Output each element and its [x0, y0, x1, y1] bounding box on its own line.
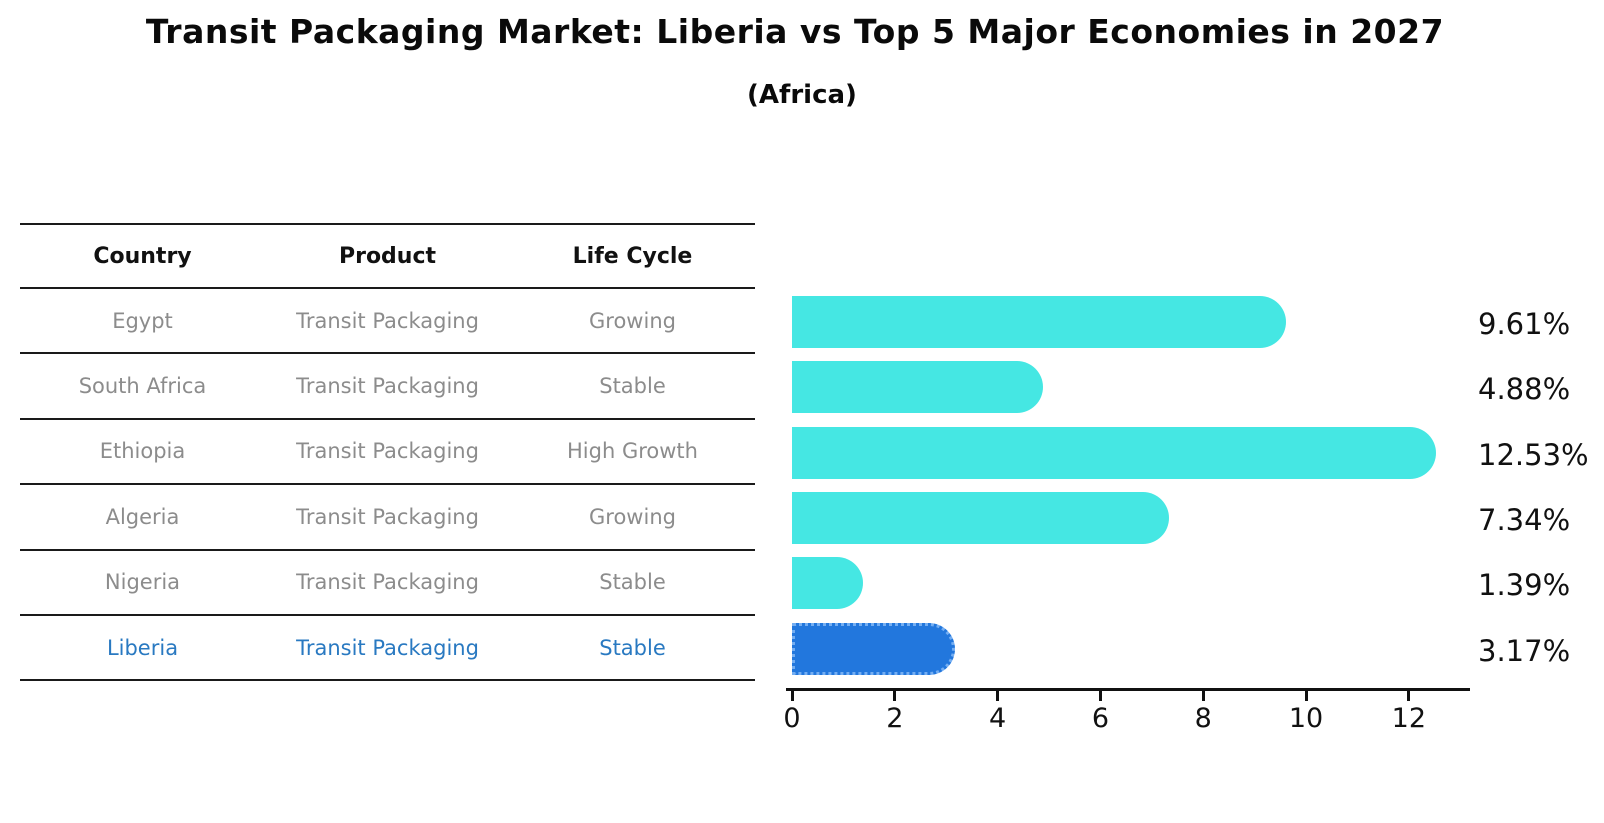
- cell-life-cycle: Stable: [599, 635, 666, 660]
- x-axis-tick: [1098, 691, 1102, 701]
- cell-country: Nigeria: [104, 570, 181, 595]
- table-row-algeria: Algeria Transit Packaging Growing: [20, 485, 755, 551]
- bar-value-label-ethiopia: 12.53%: [1478, 437, 1589, 472]
- table-header-product: Product: [338, 243, 437, 269]
- bar-value-label-nigeria: 1.39%: [1478, 568, 1571, 603]
- cell-country: South Africa: [78, 374, 207, 399]
- x-axis-line: [786, 688, 1470, 691]
- x-axis-tick: [790, 691, 794, 701]
- cell-product: Transit Packaging: [296, 635, 479, 660]
- x-axis-tick-label: 12: [1391, 703, 1426, 734]
- cell-product: Transit Packaging: [296, 439, 479, 464]
- cell-product: Transit Packaging: [296, 570, 479, 595]
- table-row-ethiopia: Ethiopia Transit Packaging High Growth: [20, 420, 755, 486]
- cell-life-cycle: Growing: [589, 504, 676, 529]
- bar-plot: [792, 289, 1470, 682]
- table-row-nigeria: Nigeria Transit Packaging Stable: [20, 551, 755, 616]
- x-axis-tick-label: 10: [1288, 703, 1324, 734]
- x-axis-tick-label: 2: [886, 703, 904, 734]
- x-axis-tick-label: 0: [783, 703, 801, 734]
- table-header-life-cycle: Life Cycle: [572, 243, 693, 269]
- cell-country: Ethiopia: [99, 439, 186, 464]
- bar-value-label-south-africa: 4.88%: [1478, 372, 1571, 407]
- x-axis-tick-label: 8: [1194, 703, 1212, 734]
- table-body: Egypt Transit Packaging Growing South Afric…: [20, 289, 755, 682]
- table-row-south-africa: South Africa Transit Packaging Stable: [20, 354, 755, 420]
- x-axis-tick: [1407, 691, 1411, 701]
- cell-product: Transit Packaging: [296, 504, 479, 529]
- bar-liberia: [792, 622, 955, 675]
- bar-egypt: [792, 295, 1286, 348]
- country-table: Country Product Life Cycle Egypt Transit …: [20, 223, 755, 682]
- bar-value-label-liberia: 3.17%: [1478, 633, 1571, 668]
- table-header-country: Country: [93, 243, 192, 269]
- x-axis-tick: [1201, 691, 1205, 701]
- bar-nigeria: [792, 557, 864, 610]
- x-axis-tick: [893, 691, 897, 701]
- table-header-row: Country Product Life Cycle: [20, 223, 755, 289]
- bar-algeria: [792, 491, 1170, 544]
- cell-country: Liberia: [106, 635, 179, 660]
- table-row-liberia: Liberia Transit Packaging Stable: [20, 616, 755, 682]
- x-axis-tick: [996, 691, 1000, 701]
- x-axis-tick-label: 6: [1091, 703, 1109, 734]
- cell-product: Transit Packaging: [296, 308, 479, 333]
- cell-country: Algeria: [105, 504, 180, 529]
- cell-country: Egypt: [112, 308, 173, 333]
- cell-life-cycle: Growing: [589, 308, 676, 333]
- cell-life-cycle: Stable: [599, 570, 666, 595]
- bar-value-label-algeria: 7.34%: [1478, 502, 1571, 537]
- bar-ethiopia: [792, 426, 1437, 479]
- bar-value-label-egypt: 9.61%: [1478, 306, 1571, 341]
- bar-south-africa: [792, 361, 1043, 414]
- chart-title: Transit Packaging Market: Liberia vs Top…: [145, 12, 1445, 51]
- x-axis-tick-label: 4: [989, 703, 1007, 734]
- x-axis-tick: [1304, 691, 1308, 701]
- x-axis: 0 2 4 6 8 10 12: [783, 690, 1470, 750]
- table-row-egypt: Egypt Transit Packaging Growing: [20, 289, 755, 355]
- chart-subtitle: (Africa): [747, 80, 857, 110]
- cell-product: Transit Packaging: [296, 374, 479, 399]
- cell-life-cycle: High Growth: [567, 439, 698, 464]
- cell-life-cycle: Stable: [599, 374, 666, 399]
